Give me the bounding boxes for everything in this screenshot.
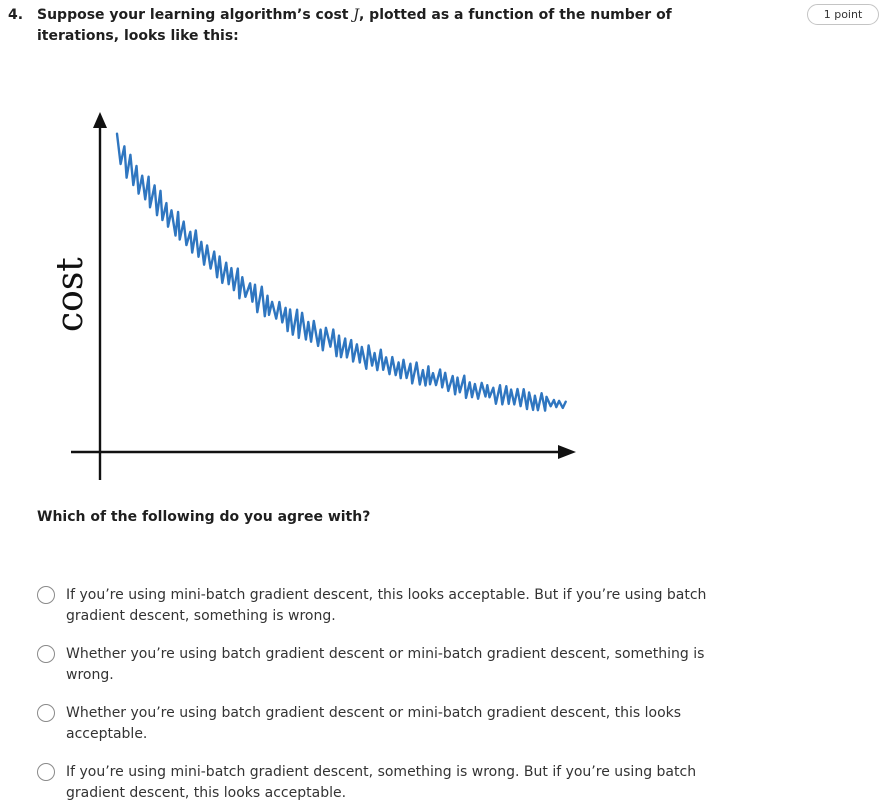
x-axis-arrowhead <box>558 445 576 459</box>
cost-plot: cost <box>50 112 576 480</box>
question-text-before: Suppose your learning algorithm’s cost <box>37 7 354 23</box>
answer-option-1[interactable]: If you’re using mini-batch gradient desc… <box>36 585 736 627</box>
y-axis-arrowhead <box>93 112 107 128</box>
answer-option-4-label: If you’re using mini-batch gradient desc… <box>66 764 697 801</box>
answer-option-3-label: Whether you’re using batch gradient desc… <box>66 705 682 742</box>
prompt-text: Which of the following do you agree with… <box>37 509 371 525</box>
answer-options: If you’re using mini-batch gradient desc… <box>36 585 736 804</box>
answer-option-1-label: If you’re using mini-batch gradient desc… <box>66 587 707 624</box>
question-number: 4. <box>8 7 24 23</box>
radio-button-2[interactable] <box>37 645 55 663</box>
math-symbol-j: J <box>353 7 359 23</box>
points-badge: 1 point <box>807 4 879 25</box>
answer-option-2[interactable]: Whether you’re using batch gradient desc… <box>36 644 736 686</box>
question-text: Suppose your learning algorithm’s cost J… <box>37 5 737 47</box>
radio-button-1[interactable] <box>37 586 55 604</box>
answer-option-3[interactable]: Whether you’re using batch gradient desc… <box>36 703 736 745</box>
answer-option-2-label: Whether you’re using batch gradient desc… <box>66 646 705 683</box>
answer-option-4[interactable]: If you’re using mini-batch gradient desc… <box>36 762 736 804</box>
cost-curve <box>115 132 567 412</box>
y-axis-label: cost <box>50 257 91 332</box>
radio-button-3[interactable] <box>37 704 55 722</box>
question-text-after: , plotted as a function of the number of… <box>37 7 672 44</box>
